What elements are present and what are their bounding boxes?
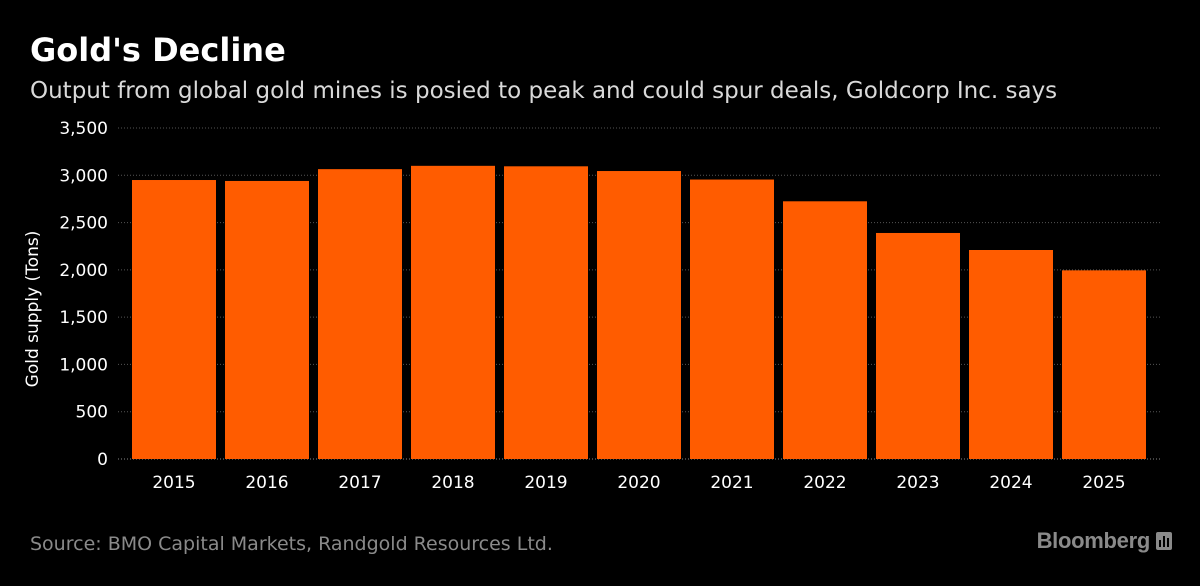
chart-title: Gold's Decline xyxy=(30,31,286,69)
brand-name: Bloomberg xyxy=(1036,528,1151,553)
y-tick-label: 1,500 xyxy=(59,308,108,328)
x-tick-label: 2022 xyxy=(803,473,846,493)
bar-2021 xyxy=(690,179,774,459)
x-tick-label: 2021 xyxy=(710,473,753,493)
bar-2017 xyxy=(318,169,402,460)
y-tick-label: 1,000 xyxy=(59,355,108,375)
bloomberg-terminal-icon xyxy=(1156,531,1172,551)
source-note: Source: BMO Capital Markets, Randgold Re… xyxy=(30,533,553,555)
x-tick-label: 2023 xyxy=(896,473,939,493)
bar-2016 xyxy=(225,180,309,459)
y-tick-label: 0 xyxy=(97,450,108,470)
x-tick-label: 2016 xyxy=(245,473,288,493)
y-tick-label: 2,500 xyxy=(59,214,108,234)
y-tick-label: 3,000 xyxy=(59,166,108,186)
y-tick-label: 3,500 xyxy=(59,119,108,139)
x-tick-label: 2015 xyxy=(152,473,195,493)
y-axis-label: Gold supply (Tons) xyxy=(23,231,43,388)
bar-2024 xyxy=(969,249,1053,459)
x-tick-label: 2019 xyxy=(524,473,567,493)
x-tick-label: 2020 xyxy=(617,473,660,493)
brand-logo: Bloomberg xyxy=(1037,527,1172,555)
x-tick-label: 2025 xyxy=(1082,473,1125,493)
x-tick-label: 2024 xyxy=(989,473,1032,493)
bar-2020 xyxy=(597,171,681,459)
y-tick-label: 500 xyxy=(76,403,108,423)
chart-subtitle: Output from global gold mines is posied … xyxy=(30,78,1058,104)
bar-2015 xyxy=(132,180,216,459)
bar-2025 xyxy=(1062,270,1146,459)
bar-2023 xyxy=(876,232,960,459)
y-tick-label: 2,000 xyxy=(59,261,108,281)
bar-2018 xyxy=(411,165,495,460)
x-tick-label: 2018 xyxy=(431,473,474,493)
y-axis-ticks: 0 500 1,000 1,500 2,000 2,500 3,000 3,500 xyxy=(59,119,108,470)
x-axis-ticks: 2015 2016 2017 2018 2019 2020 2021 2022 2023 2024… xyxy=(152,473,1125,493)
bar-2022 xyxy=(783,201,867,460)
bars xyxy=(132,165,1146,460)
bar-2019 xyxy=(504,166,588,459)
x-tick-label: 2017 xyxy=(338,473,381,493)
